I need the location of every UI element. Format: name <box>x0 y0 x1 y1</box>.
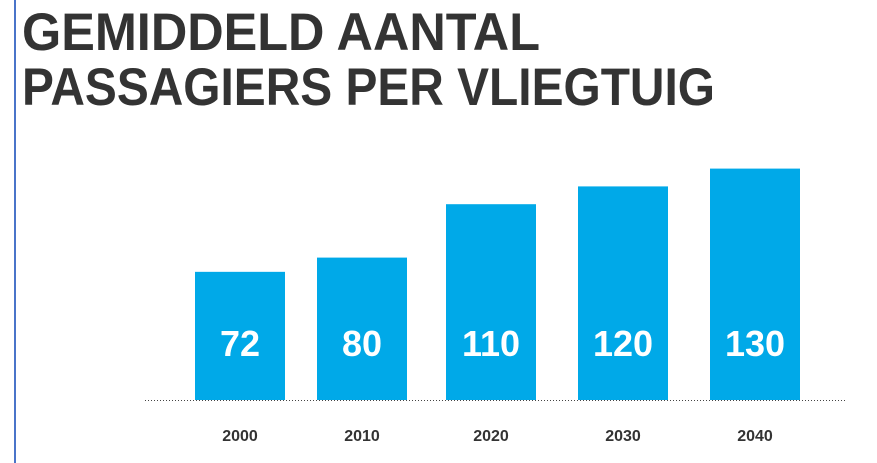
bar <box>317 257 407 400</box>
x-tick-label: 2040 <box>737 428 773 445</box>
x-tick-label: 2010 <box>344 428 380 445</box>
bar <box>710 168 800 400</box>
chart-title: PASSAGIERS PER VLIEGTUIG <box>22 58 715 117</box>
value-label: 110 <box>462 323 520 364</box>
bar <box>446 204 536 400</box>
value-label: 120 <box>593 323 653 364</box>
value-label: 80 <box>342 323 382 364</box>
value-label: 130 <box>725 323 785 364</box>
value-label: 72 <box>220 323 260 364</box>
x-tick-label: 2030 <box>605 428 641 445</box>
chart-title: GEMIDDELD AANTAL <box>22 3 540 62</box>
x-tick-label: 2020 <box>473 428 509 445</box>
bar <box>195 271 285 400</box>
x-tick-label: 2000 <box>222 428 258 445</box>
bar <box>578 186 668 400</box>
